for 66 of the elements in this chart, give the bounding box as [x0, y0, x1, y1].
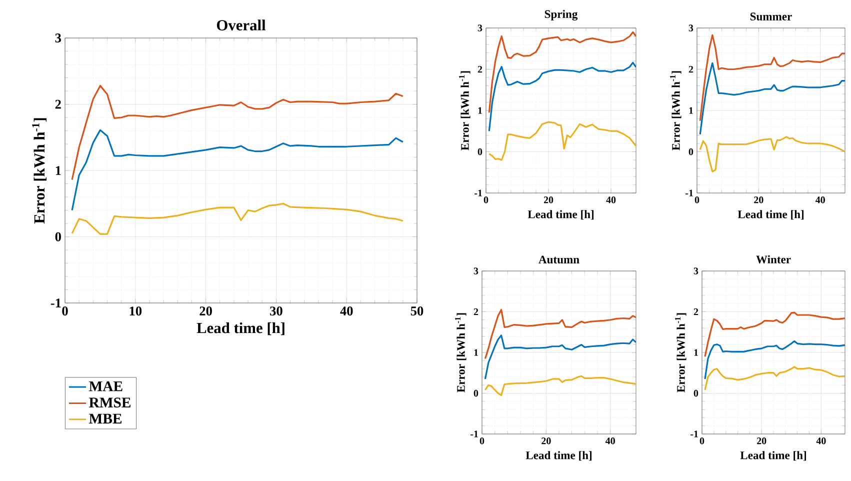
- y-tick-label: -1: [50, 298, 61, 308]
- x-axis-title: Lead time [h]: [528, 210, 594, 220]
- y-tick-label: -1: [474, 190, 482, 196]
- x-tick-label: 20: [542, 438, 551, 444]
- x-tick-label: 0: [62, 306, 68, 316]
- x-tick-label: 40: [606, 196, 616, 204]
- y-tick-label: -1: [690, 430, 698, 438]
- y-tick-label: -1: [686, 190, 693, 196]
- y-tick-label: 3: [474, 268, 478, 274]
- x-tick-label: 40: [605, 438, 615, 444]
- y-tick-label: 0: [688, 148, 694, 156]
- y-tick-label: 3: [55, 34, 62, 42]
- y-tick-label: 2: [474, 308, 478, 316]
- chart-title: Winter: [756, 255, 791, 264]
- x-tick-label: 0: [700, 438, 704, 444]
- chart-title: Spring: [544, 10, 578, 20]
- line-series: [71, 202, 404, 235]
- x-axis-title: Lead time [h]: [738, 210, 804, 220]
- line-series: [488, 121, 636, 161]
- y-tick-label: 1: [694, 349, 698, 356]
- chart-title: Summer: [750, 12, 792, 20]
- x-tick-label: 20: [757, 438, 766, 444]
- y-axis-title: Error [kWh h$^{-1}$]: [670, 71, 682, 150]
- x-tick-label: 10: [130, 306, 142, 316]
- x-axis-title: Lead time [h]: [526, 451, 592, 461]
- x-tick-label: 0: [484, 196, 488, 204]
- x-tick-label: 30: [270, 306, 282, 316]
- x-tick-label: 40: [340, 306, 353, 316]
- legend-label: MBE: [89, 414, 122, 424]
- line-series: [484, 334, 636, 380]
- chart-title: Autumn: [538, 256, 580, 264]
- y-tick-label: 1: [689, 107, 693, 114]
- x-tick-label: 20: [200, 306, 212, 316]
- x-tick-label: 20: [754, 196, 764, 204]
- y-tick-label: 1: [478, 107, 482, 114]
- legend-label: RMSE: [89, 398, 130, 408]
- y-tick-label: 0: [478, 148, 482, 156]
- y-tick-label: 3: [688, 24, 694, 32]
- x-axis-title: Lead time [h]: [740, 451, 806, 461]
- line-series: [484, 308, 636, 360]
- y-tick-label: 2: [478, 66, 482, 73]
- y-axis-title: Error [kWh h$^{-1}$]: [32, 118, 47, 224]
- x-tick-label: 20: [544, 196, 554, 204]
- chart-title: Overall: [216, 20, 266, 30]
- y-tick-label: -1: [470, 430, 478, 438]
- y-axis-title: Error [kWh h$^{-1}$]: [459, 71, 470, 150]
- y-tick-label: 1: [474, 349, 478, 356]
- y-tick-label: 2: [55, 100, 61, 109]
- y-tick-label: 0: [474, 390, 478, 397]
- line-series: [699, 34, 845, 122]
- y-tick-label: 0: [55, 232, 61, 242]
- line-series: [484, 375, 636, 396]
- y-tick-label: 0: [694, 390, 698, 397]
- legend-label: MAE: [89, 381, 122, 392]
- x-axis-title: Lead time [h]: [196, 322, 284, 336]
- y-tick-label: 2: [688, 66, 694, 73]
- y-axis-title: Error [kWh h$^{-1}$]: [455, 313, 466, 392]
- y-tick-label: 3: [478, 24, 482, 32]
- y-tick-label: 2: [694, 308, 698, 316]
- x-tick-label: 50: [410, 306, 424, 316]
- x-tick-label: 40: [816, 438, 826, 444]
- y-axis-title: Error [kWh h$^{-1}$]: [675, 313, 686, 392]
- y-tick-label: 1: [56, 166, 61, 175]
- x-tick-label: 40: [815, 196, 825, 204]
- y-tick-label: 3: [694, 268, 698, 274]
- line-series: [704, 366, 845, 391]
